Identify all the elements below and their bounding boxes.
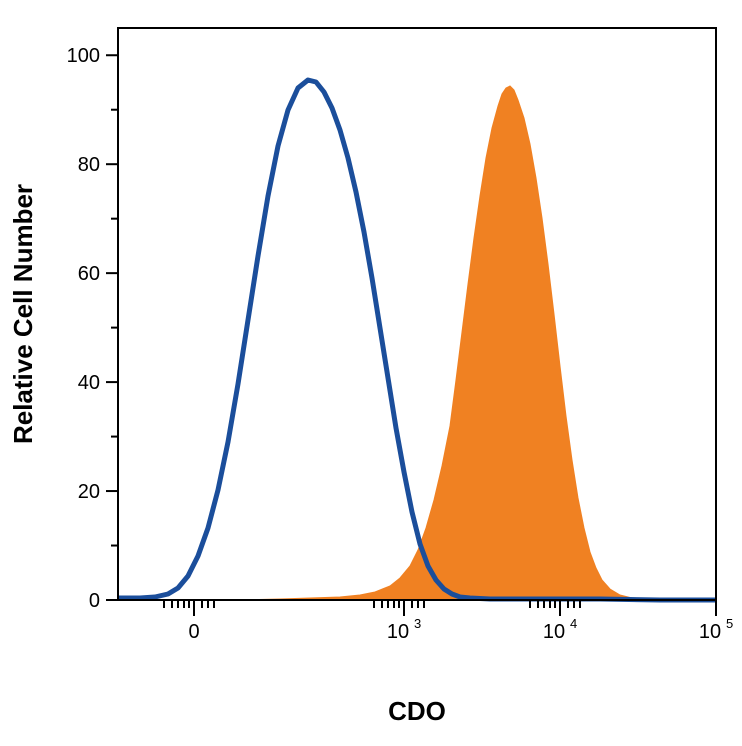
y-tick-label: 0 — [89, 590, 100, 612]
y-tick-label: 80 — [78, 154, 100, 176]
x-tick-label: 10 3 — [387, 616, 421, 643]
svg-text:4: 4 — [570, 616, 577, 631]
x-tick-label: 10 5 — [699, 616, 733, 643]
y-tick-label: 40 — [78, 372, 100, 394]
y-axis-title: Relative Cell Number — [8, 184, 38, 444]
chart-svg: 020406080100Relative Cell Number01031041… — [0, 0, 742, 746]
svg-text:10: 10 — [387, 621, 409, 643]
y-tick-label: 20 — [78, 481, 100, 503]
y-tick-label: 100 — [67, 45, 100, 67]
svg-text:5: 5 — [726, 616, 733, 631]
svg-text:10: 10 — [543, 621, 565, 643]
x-axis-title: CDO — [388, 696, 446, 726]
flow-cytometry-histogram: 020406080100Relative Cell Number01031041… — [0, 0, 742, 746]
x-tick-label: 10 4 — [543, 616, 577, 643]
svg-text:10: 10 — [699, 621, 721, 643]
svg-text:3: 3 — [414, 616, 421, 631]
y-tick-label: 60 — [78, 263, 100, 285]
x-tick-label: 0 — [188, 621, 199, 643]
